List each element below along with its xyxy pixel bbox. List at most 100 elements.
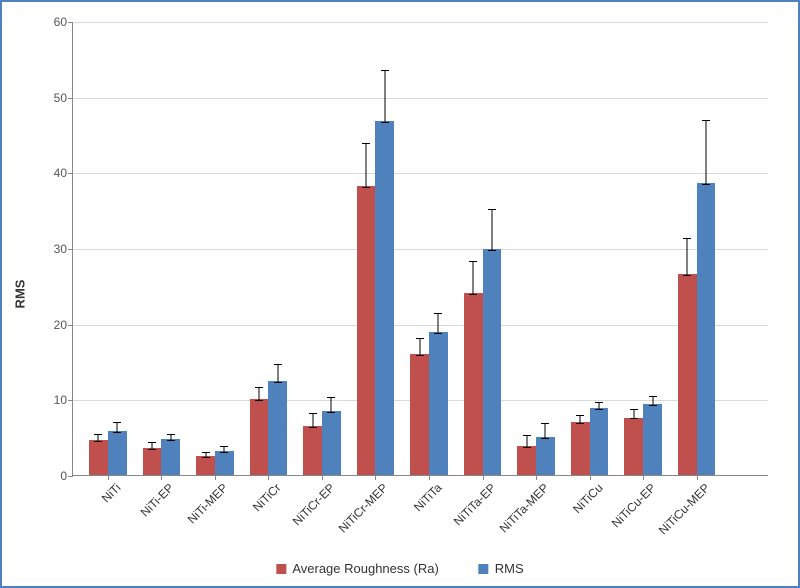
error-bar (706, 120, 707, 184)
error-cap (148, 449, 156, 450)
error-bar (312, 413, 313, 427)
bar-rms (697, 183, 716, 475)
error-cap (683, 275, 691, 276)
error-cap (94, 434, 102, 435)
error-bar (473, 261, 474, 294)
error-bar (580, 415, 581, 423)
error-bar (491, 209, 492, 250)
x-tick-label: NiTiTa (405, 475, 444, 514)
legend-item-rms: RMS (479, 561, 524, 576)
error-cap (630, 409, 638, 410)
error-cap (220, 452, 228, 453)
bar-ra (410, 354, 429, 475)
error-cap (113, 432, 121, 433)
error-cap (434, 313, 442, 314)
bar-rms (590, 408, 609, 475)
bar-rms (536, 437, 555, 475)
legend-item-ra: Average Roughness (Ra) (276, 561, 438, 576)
bar-rms (643, 404, 662, 475)
x-tick-label: NiTiTa-MEP (491, 475, 552, 536)
x-tick-label: NiTiCu (564, 475, 605, 516)
plot-area: 0102030405060NiTiNiTi-EPNiTi-MEPNiTiCrNi… (72, 22, 768, 476)
error-cap (488, 209, 496, 210)
error-cap (649, 405, 657, 406)
bar-rms (322, 411, 341, 475)
bar-ra (250, 399, 269, 475)
error-cap (683, 238, 691, 239)
error-cap (469, 261, 477, 262)
grid-line (73, 249, 768, 250)
y-tick-label: 0 (60, 469, 73, 483)
error-cap (702, 120, 710, 121)
error-bar (277, 364, 278, 382)
error-bar (545, 423, 546, 438)
error-bar (331, 397, 332, 412)
error-bar (384, 70, 385, 122)
error-cap (523, 447, 531, 448)
error-cap (220, 446, 228, 447)
error-bar (170, 434, 171, 441)
bar-rms (375, 121, 394, 475)
error-bar (438, 313, 439, 333)
y-tick-label: 30 (54, 242, 73, 256)
bar-rms (268, 381, 287, 475)
x-tick-label: NiTiCu-MEP (650, 475, 712, 537)
bar-ra (143, 448, 162, 475)
error-bar (599, 402, 600, 410)
legend: Average Roughness (Ra) RMS (276, 561, 523, 576)
error-cap (274, 364, 282, 365)
bar-ra (303, 426, 322, 475)
error-cap (274, 382, 282, 383)
x-tick-label: NiTiCr-EP (284, 475, 337, 528)
error-bar (151, 442, 152, 449)
error-cap (167, 434, 175, 435)
error-cap (327, 412, 335, 413)
plot-area-wrap: 0102030405060NiTiNiTi-EPNiTi-MEPNiTiCrNi… (72, 22, 768, 476)
y-tick-label: 40 (54, 166, 73, 180)
error-cap (309, 413, 317, 414)
error-bar (687, 238, 688, 276)
bar-rms (215, 451, 234, 475)
grid-line (73, 98, 768, 99)
error-bar (419, 338, 420, 355)
error-bar (652, 396, 653, 405)
error-bar (117, 422, 118, 432)
error-cap (202, 457, 210, 458)
grid-line (73, 173, 768, 174)
legend-swatch-ra (276, 564, 286, 574)
error-cap (113, 422, 121, 423)
error-cap (541, 423, 549, 424)
error-cap (630, 418, 638, 419)
bar-rms (161, 439, 180, 475)
legend-label-ra: Average Roughness (Ra) (292, 561, 438, 576)
bar-ra (89, 440, 108, 475)
error-bar (526, 435, 527, 447)
error-cap (576, 423, 584, 424)
y-axis-label: RMS (13, 280, 28, 309)
legend-swatch-rms (479, 564, 489, 574)
error-bar (366, 143, 367, 187)
error-cap (702, 184, 710, 185)
bar-rms (483, 249, 502, 475)
grid-line (73, 325, 768, 326)
bar-ra (357, 186, 376, 475)
chart-frame: RMS 0102030405060NiTiNiTi-EPNiTi-MEPNiTi… (0, 0, 800, 588)
error-cap (649, 396, 657, 397)
error-cap (148, 442, 156, 443)
error-cap (255, 400, 263, 401)
error-cap (595, 409, 603, 410)
error-bar (98, 434, 99, 442)
x-tick-label: NiTiTa-EP (445, 475, 498, 528)
x-tick-label: NiTi-MEP (179, 475, 231, 527)
y-tick-label: 20 (54, 318, 73, 332)
bar-rms (108, 431, 127, 475)
error-bar (259, 387, 260, 401)
bar-ra (464, 293, 483, 475)
bar-ra (678, 274, 697, 475)
error-bar (633, 409, 634, 418)
error-cap (381, 70, 389, 71)
grid-line (73, 22, 768, 23)
y-tick-label: 50 (54, 91, 73, 105)
error-cap (541, 438, 549, 439)
error-cap (362, 187, 370, 188)
